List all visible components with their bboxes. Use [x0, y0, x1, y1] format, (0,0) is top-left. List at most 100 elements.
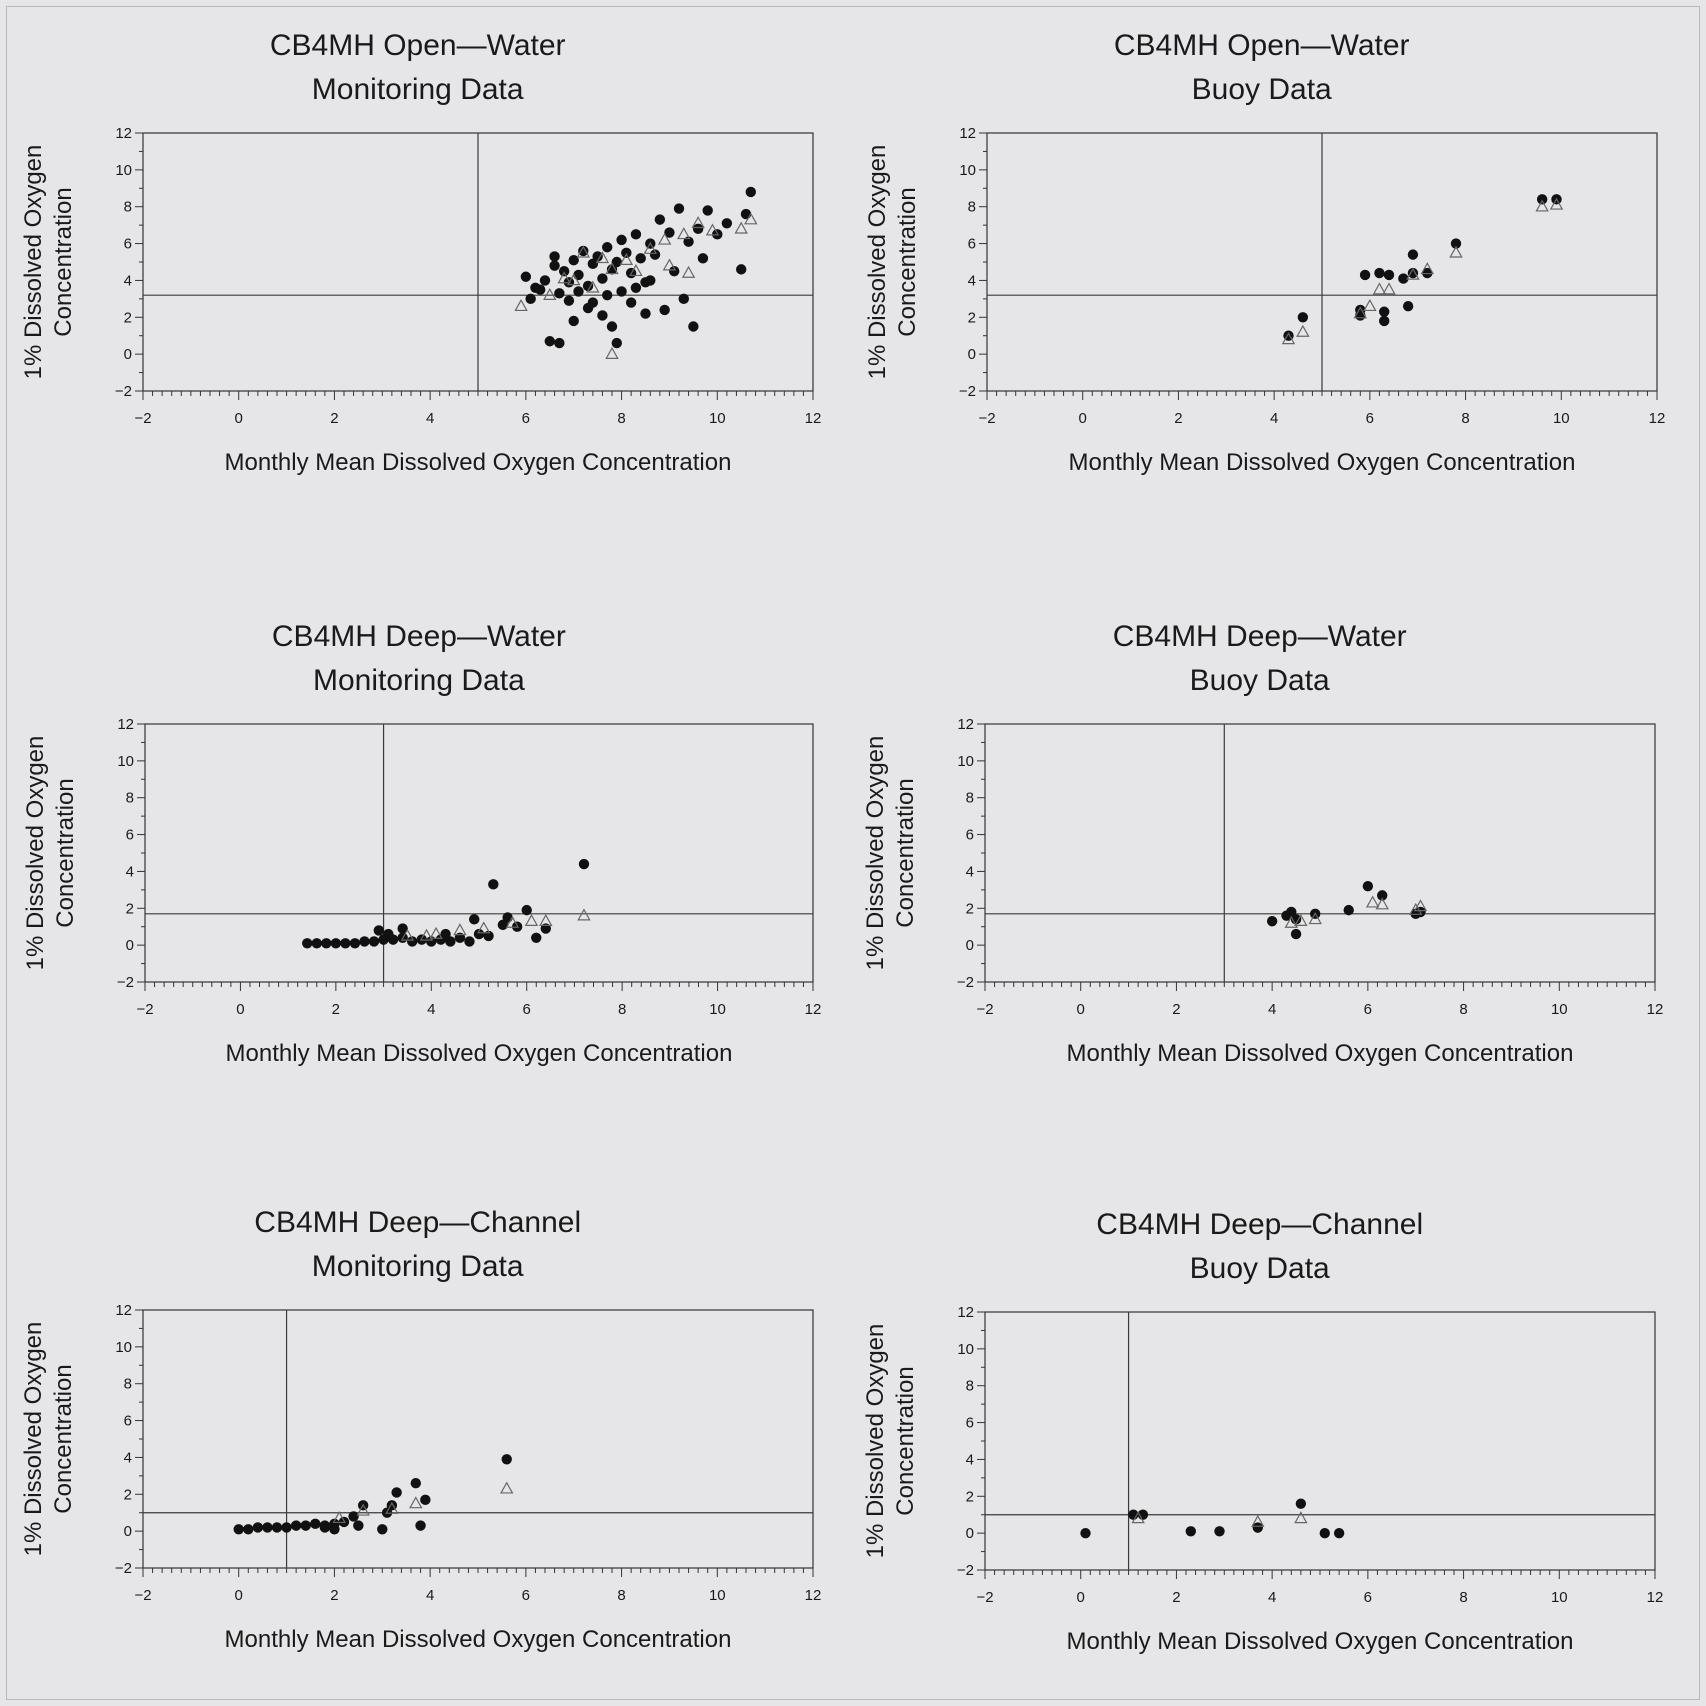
data-point-filled-circle	[649, 249, 661, 260]
data-point-open-triangle	[643, 241, 658, 254]
x-tick-label: 6	[522, 410, 530, 427]
x-tick-label: 2	[1174, 410, 1182, 427]
y-tick-label: 6	[124, 1413, 132, 1430]
data-point-filled-circle	[1343, 904, 1354, 916]
data-point-filled-circle	[1450, 238, 1462, 249]
x-axis-label: Monthly Mean Dissolved Oxygen Concentrat…	[1069, 449, 1576, 476]
data-point-filled-circle	[1374, 267, 1385, 279]
y-tick-label: 2	[966, 900, 974, 917]
y-tick-label: 10	[957, 1341, 974, 1358]
y-tick-label: 4	[966, 1451, 974, 1468]
x-tick-label: 2	[1172, 1589, 1180, 1606]
data-point-filled-circle	[602, 242, 613, 253]
chart-title: CB4MH Open—Water	[270, 29, 566, 62]
y-tick-label: −2	[117, 974, 134, 991]
data-point-open-triangle	[1420, 262, 1435, 275]
data-point-filled-circle	[520, 271, 532, 282]
chart-panel-grid: CB4MH Open—Water Monitoring Data −2 0 2 4 6 8 10…	[20, 29, 1665, 1655]
data-point-filled-circle	[664, 227, 675, 238]
data-point-filled-circle	[1295, 1498, 1307, 1509]
data-point-filled-circle	[311, 938, 322, 949]
y-axis-label: Concentration	[50, 187, 77, 336]
data-point-filled-circle	[281, 1522, 292, 1533]
data-point-filled-circle	[692, 223, 704, 235]
x-tick-label: 4	[1270, 410, 1278, 427]
plot-frame	[144, 723, 814, 983]
data-point-filled-circle	[497, 919, 509, 931]
data-point-open-triangle	[1131, 1511, 1145, 1524]
data-point-filled-circle	[1266, 915, 1278, 927]
data-point-open-triangle	[1375, 897, 1389, 910]
data-point-filled-circle	[630, 229, 642, 240]
data-point-open-triangle	[744, 212, 758, 225]
y-tick-label: 12	[957, 1304, 974, 1321]
y-tick-label: 12	[117, 716, 134, 733]
data-point-filled-circle	[1185, 1526, 1196, 1537]
x-tick-label: 6	[523, 1001, 531, 1018]
x-tick-label: 10	[709, 410, 726, 427]
data-point-open-triangle	[356, 1503, 370, 1516]
data-point-filled-circle	[373, 925, 384, 936]
data-point-open-triangle	[1535, 199, 1549, 212]
data-point-open-triangle	[734, 221, 748, 234]
x-tick-label: 4	[426, 410, 434, 427]
data-point-filled-circle	[1407, 267, 1419, 279]
data-point-filled-circle	[669, 266, 680, 277]
y-tick-label: 0	[126, 937, 134, 954]
x-tick-label: 12	[1647, 1589, 1664, 1606]
y-tick-label: −2	[115, 383, 132, 400]
x-tick-label: 6	[522, 1587, 530, 1604]
chart-panel-3: CB4MH Deep—Water Monitoring Data −2 0 2 4 6 8 10…	[22, 620, 821, 1067]
data-point-open-triangle	[514, 298, 528, 312]
data-point-open-triangle	[1308, 912, 1322, 925]
y-tick-label: 0	[968, 346, 976, 363]
data-point-open-triangle	[705, 223, 720, 236]
x-tick-label: 12	[805, 410, 822, 427]
data-point-filled-circle	[688, 321, 699, 332]
plot-frame	[984, 723, 1656, 983]
data-point-filled-circle	[1080, 1527, 1091, 1539]
x-tick-label: 10	[709, 1001, 726, 1018]
x-tick-label: 10	[709, 1587, 726, 1604]
data-point-filled-circle	[539, 275, 551, 286]
x-tick-label: 8	[618, 1001, 626, 1018]
data-point-open-triangle	[453, 923, 467, 936]
data-point-filled-circle	[702, 205, 713, 216]
y-tick-label: −2	[115, 1560, 132, 1577]
data-point-filled-circle	[563, 295, 575, 306]
data-point-filled-circle	[1359, 269, 1371, 281]
data-point-filled-circle	[544, 336, 555, 347]
chart-title: CB4MH Open—Water	[1114, 29, 1410, 62]
data-point-filled-circle	[1536, 194, 1548, 205]
x-tick-label: −2	[978, 410, 995, 427]
data-point-filled-circle	[611, 337, 622, 349]
chart-title: Monitoring Data	[313, 664, 525, 697]
data-point-open-triangle	[524, 913, 539, 926]
data-point-filled-circle	[573, 286, 584, 297]
y-tick-label: 6	[966, 827, 974, 844]
data-point-open-triangle	[419, 928, 434, 941]
data-point-filled-circle	[368, 936, 380, 947]
data-point-filled-circle	[1286, 906, 1297, 918]
chart-title: CB4MH Deep—Channel	[254, 1206, 581, 1239]
x-tick-label: 2	[1172, 1001, 1180, 1018]
data-point-filled-circle	[549, 260, 560, 271]
y-tick-label: 2	[124, 1486, 132, 1503]
data-point-open-triangle	[1353, 306, 1368, 319]
x-tick-label: 2	[332, 1001, 340, 1018]
data-point-open-triangle	[605, 346, 619, 359]
data-point-filled-circle	[554, 288, 565, 299]
data-point-filled-circle	[582, 280, 594, 292]
y-tick-label: 12	[115, 125, 132, 142]
x-tick-label: 0	[235, 1587, 243, 1604]
y-axis-label: 1% Dissolved Oxygen	[862, 736, 889, 971]
data-point-filled-circle	[501, 1454, 512, 1465]
data-point-open-triangle	[619, 252, 634, 265]
x-tick-label: 8	[617, 1587, 625, 1604]
data-point-filled-circle	[587, 297, 599, 308]
data-point-open-triangle	[595, 251, 610, 264]
data-point-filled-circle	[1290, 928, 1302, 940]
x-tick-label: 6	[1364, 1589, 1372, 1606]
x-tick-label: 8	[1459, 1589, 1467, 1606]
x-tick-label: 4	[426, 1587, 434, 1604]
